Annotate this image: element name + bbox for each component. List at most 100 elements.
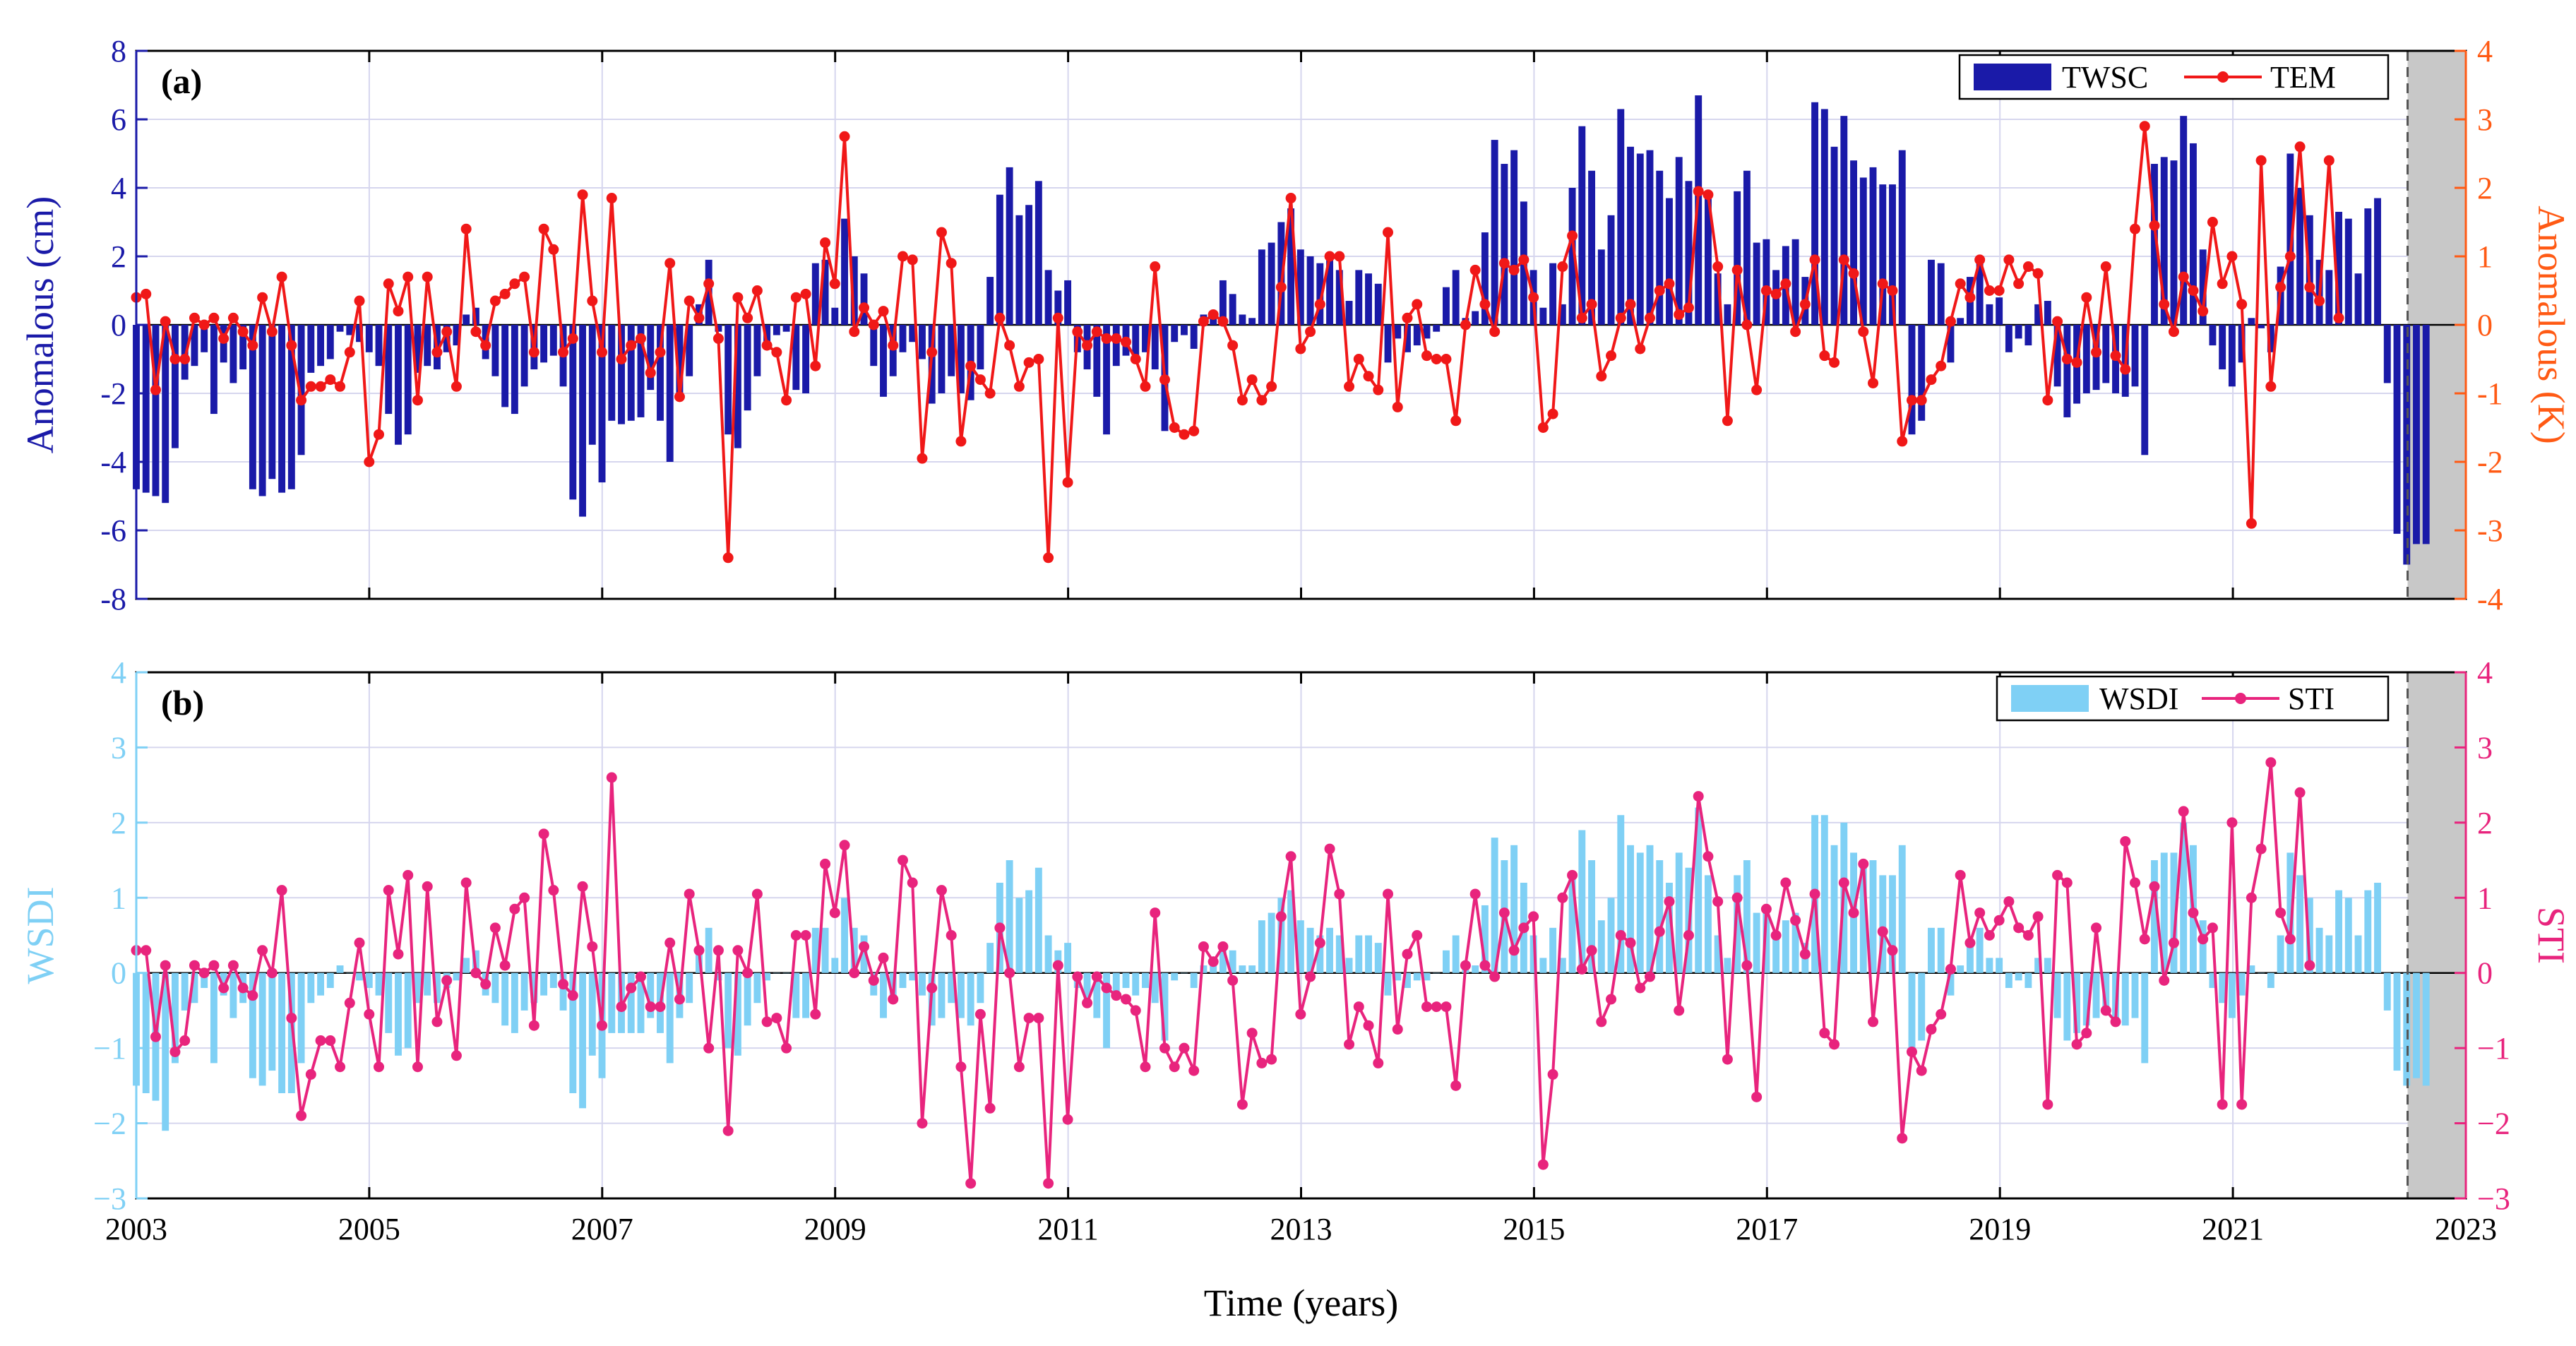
panel-b-right-ticks: −3 −2 −1 0 1 2 3 4	[2455, 655, 2510, 1216]
wsdi-bar	[2277, 935, 2284, 973]
sti-marker	[606, 772, 617, 783]
sti-marker	[257, 945, 268, 956]
twsc-bar	[1034, 181, 1042, 325]
twsc-bar	[1607, 215, 1615, 325]
twsc-bar	[201, 325, 208, 352]
tem-marker	[286, 340, 297, 351]
wsdi-bar	[1558, 958, 1566, 973]
tem-marker	[402, 271, 414, 282]
left-tick-label: -4	[100, 445, 126, 480]
right-tick-label: 0	[2477, 956, 2493, 991]
right-tick-label: 3	[2477, 102, 2493, 137]
tem-marker	[587, 295, 598, 306]
wsdi-bar	[1472, 965, 1479, 973]
tem-marker	[722, 552, 734, 564]
sti-marker	[1383, 888, 1394, 900]
sti-marker	[489, 922, 501, 934]
x-tick-label: 2005	[338, 1212, 400, 1246]
wsdi-bar	[549, 972, 557, 988]
twsc-bar	[598, 325, 606, 483]
tem-marker	[1674, 309, 1685, 320]
tem-marker	[1654, 285, 1665, 296]
sti-marker	[1858, 858, 1869, 869]
x-tick-label: 2009	[804, 1212, 866, 1246]
tem-marker	[1091, 326, 1102, 338]
wsdi-bar	[268, 972, 276, 1071]
sti-marker	[2071, 1039, 2082, 1050]
sti-marker	[266, 967, 278, 979]
tem-marker	[1130, 354, 1141, 364]
twsc-bar	[666, 325, 674, 462]
twsc-bar	[2228, 325, 2236, 387]
sti-marker	[296, 1110, 307, 1121]
twsc-bar	[2258, 325, 2265, 328]
sti-marker	[286, 1013, 297, 1024]
twsc-bar	[1103, 325, 1110, 435]
sti-marker	[2255, 843, 2267, 854]
wsdi-bar	[2267, 972, 2274, 988]
sti-marker	[577, 881, 588, 892]
sti-marker	[761, 1016, 773, 1028]
sti-marker	[1819, 1028, 1830, 1039]
wsdi-bar	[686, 972, 693, 1003]
sti-marker	[1373, 1057, 1384, 1068]
sti-marker	[509, 903, 520, 915]
tem-marker	[1703, 189, 1714, 201]
sti-marker	[907, 877, 918, 888]
tem-marker	[1993, 285, 2005, 296]
twsc-bar	[287, 325, 295, 489]
twsc-bar	[1578, 126, 1586, 325]
tem-marker	[1334, 251, 1345, 262]
wsdi-bar	[1064, 943, 1072, 973]
tem-marker	[2139, 121, 2150, 132]
twsc-bar	[385, 325, 393, 415]
tem-marker	[946, 258, 957, 269]
wsdi-bar	[967, 972, 974, 1026]
sti-marker	[422, 881, 433, 892]
twsc-bar	[453, 325, 460, 346]
wsdi-bar	[2170, 852, 2178, 973]
tem-marker	[499, 288, 511, 299]
tem-marker	[2304, 282, 2315, 293]
sti-marker	[955, 1061, 967, 1073]
twsc-bar	[647, 325, 655, 391]
tem-marker	[2061, 354, 2073, 364]
sti-marker	[790, 930, 801, 941]
sti-marker	[1993, 915, 2005, 926]
tem-marker	[1023, 357, 1034, 368]
twsc-bar	[307, 325, 315, 373]
twsc-bar	[850, 256, 858, 325]
sti-marker	[1159, 1042, 1170, 1054]
sti-marker	[2149, 881, 2160, 892]
twsc-bar	[2393, 325, 2401, 534]
tem-marker	[1111, 333, 1122, 344]
tem-marker	[431, 347, 443, 358]
wsdi-bar	[1986, 958, 1993, 973]
twsc-bar	[2170, 160, 2178, 325]
sti-marker	[1033, 1013, 1044, 1024]
tem-marker	[1887, 285, 1898, 296]
tem-marker	[509, 278, 520, 290]
sti-marker	[1887, 945, 1898, 956]
wsdi-bar	[734, 972, 741, 1056]
sti-marker	[189, 960, 200, 971]
tem-marker	[1936, 360, 1947, 371]
twsc-bar	[899, 325, 907, 352]
tem-marker	[1305, 326, 1316, 338]
tem-marker	[936, 227, 947, 238]
tem-marker	[2314, 295, 2325, 306]
twsc-bar	[1539, 307, 1547, 325]
twsc-bar	[1181, 325, 1188, 335]
sti-marker	[635, 971, 646, 982]
wsdi-bar	[2393, 972, 2401, 1071]
wsdi-bar	[181, 972, 189, 1011]
twsc-bar	[919, 325, 926, 359]
wsdi-bar	[1734, 875, 1741, 973]
sti-marker	[1635, 982, 1646, 994]
tem-marker	[1926, 374, 1937, 386]
legend-sti-marker	[2235, 693, 2246, 704]
sti-marker	[519, 892, 530, 903]
sti-marker	[2120, 835, 2131, 847]
tem-marker	[1848, 268, 1859, 279]
tem-marker	[664, 258, 676, 269]
